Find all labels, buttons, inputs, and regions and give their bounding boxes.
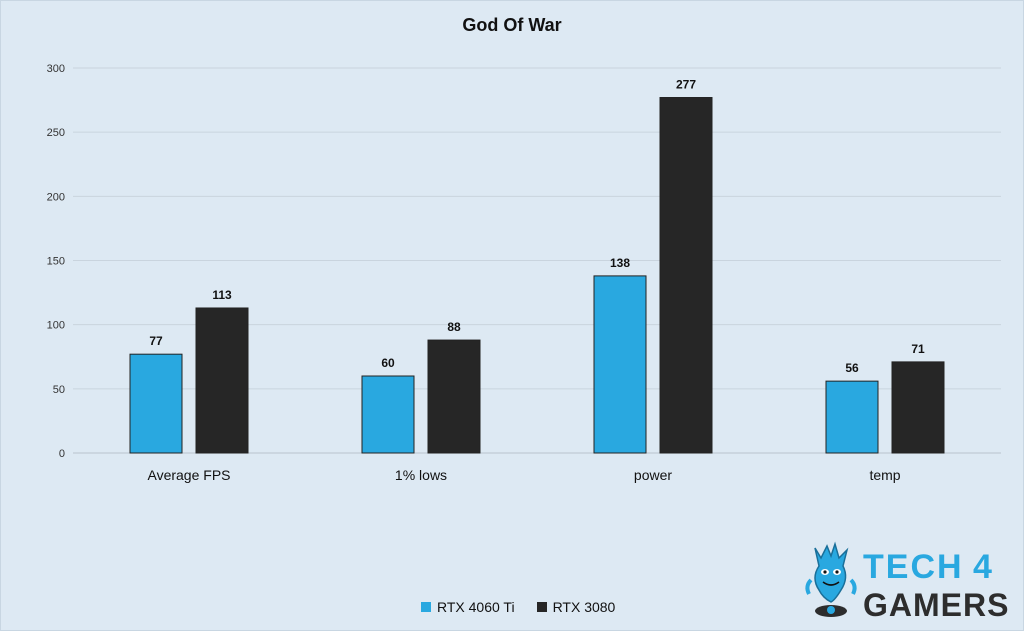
data-label: 71 — [911, 342, 925, 356]
data-label: 88 — [447, 320, 461, 334]
y-tick-label: 200 — [47, 191, 65, 203]
legend-item-series-2: RTX 3080 — [536, 599, 616, 615]
data-label: 60 — [381, 356, 395, 370]
chart-title: God Of War — [462, 15, 561, 35]
data-label: 138 — [610, 256, 630, 270]
legend: RTX 4060 Ti RTX 3080 — [421, 599, 615, 615]
y-axis-ticks: 0 50 100 150 200 250 300 — [47, 63, 65, 460]
bar — [361, 375, 415, 454]
logo-text-digit: 4 — [973, 548, 992, 586]
data-label: 113 — [212, 288, 232, 302]
logo-text-gamers: GAMERS — [863, 587, 1009, 621]
y-tick-label: 250 — [47, 127, 65, 139]
bar — [129, 353, 183, 454]
y-tick-label: 150 — [47, 256, 65, 268]
data-labels: 77 113 60 88 138 277 56 71 — [149, 78, 925, 376]
mascot-icon — [805, 541, 857, 617]
category-label: Average FPS — [147, 467, 230, 483]
bar — [427, 339, 481, 454]
legend-swatch — [536, 602, 547, 612]
bars — [129, 97, 945, 454]
legend-label: RTX 4060 Ti — [437, 599, 515, 615]
bar — [593, 275, 647, 454]
legend-label: RTX 3080 — [552, 599, 616, 615]
y-tick-label: 300 — [47, 63, 65, 75]
y-tick-label: 50 — [53, 384, 65, 396]
logo-text-tech: TECH — [863, 548, 964, 586]
category-label: 1% lows — [395, 467, 447, 483]
y-tick-label: 0 — [59, 448, 65, 460]
bar — [825, 380, 879, 454]
category-label: power — [634, 467, 672, 483]
tech4gamers-logo: TECH 4 GAMERS — [805, 541, 1009, 621]
legend-item-series-1: RTX 4060 Ti — [421, 599, 515, 615]
bar — [891, 361, 945, 454]
data-label: 277 — [676, 78, 696, 92]
x-axis-categories: Average FPS 1% lows power temp — [147, 467, 900, 483]
bar — [659, 97, 713, 454]
bar — [195, 307, 249, 454]
y-tick-label: 100 — [47, 320, 65, 332]
legend-swatch — [421, 602, 431, 612]
data-label: 56 — [845, 361, 859, 375]
data-label: 77 — [149, 334, 163, 348]
category-label: temp — [869, 467, 900, 483]
